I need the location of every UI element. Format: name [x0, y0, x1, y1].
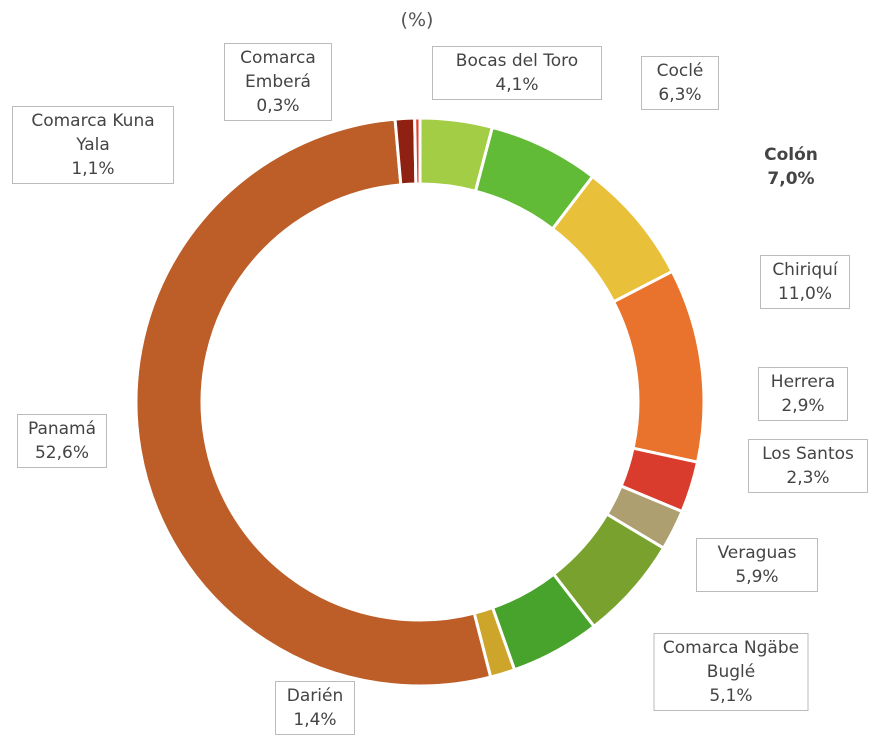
- donut-slice: [413, 116, 422, 186]
- slice-label: Darién 1,4%: [275, 681, 355, 735]
- donut-slice: [611, 269, 706, 464]
- slice-label: Herrera 2,9%: [758, 367, 848, 421]
- value-label: 4,1%: [495, 75, 539, 95]
- value-label: 2,9%: [781, 396, 825, 416]
- category-label: Herrera: [770, 372, 836, 392]
- value-label: 5,1%: [709, 686, 753, 706]
- slice-label: Coclé 6,3%: [641, 56, 719, 110]
- donut-slice: [134, 117, 493, 688]
- value-label: 2,3%: [786, 468, 830, 488]
- category-label: Colón: [764, 145, 818, 165]
- slice-label: Comarca Ngäbe Buglé 5,1%: [653, 633, 809, 711]
- slice-label: Bocas del Toro 4,1%: [432, 46, 602, 100]
- category-label: Veraguas: [717, 543, 797, 563]
- category-label: Comarca Ngäbe Buglé: [662, 638, 800, 682]
- slice-label: Panamá 52,6%: [17, 414, 107, 468]
- category-label: Comarca Kuna Yala: [31, 111, 155, 155]
- value-label: 0,3%: [256, 96, 300, 116]
- category-label: Chiriquí: [772, 260, 838, 280]
- category-label: Comarca Emberá: [240, 48, 316, 92]
- value-label: 1,4%: [293, 710, 337, 730]
- category-label: Los Santos: [762, 444, 854, 464]
- slice-label: Chiriquí 11,0%: [760, 255, 850, 309]
- value-label: 11,0%: [777, 284, 832, 304]
- category-label: Darién: [286, 686, 344, 706]
- value-label: 5,9%: [735, 567, 779, 587]
- chart-title: (%): [400, 9, 434, 31]
- value-label: 6,3%: [658, 85, 702, 105]
- category-label: Bocas del Toro: [455, 51, 579, 71]
- value-label: 52,6%: [34, 443, 89, 463]
- slice-label: Colón 7,0%: [746, 141, 836, 193]
- value-label: 1,1%: [71, 159, 115, 179]
- category-label: Panamá: [27, 419, 97, 439]
- slice-label: Comarca Emberá 0,3%: [224, 43, 332, 121]
- category-label: Coclé: [656, 61, 704, 81]
- slice-label: Los Santos 2,3%: [748, 439, 868, 493]
- slice-label: Veraguas 5,9%: [696, 538, 818, 592]
- value-label: 7,0%: [767, 169, 815, 189]
- slice-label: Comarca Kuna Yala 1,1%: [12, 106, 174, 184]
